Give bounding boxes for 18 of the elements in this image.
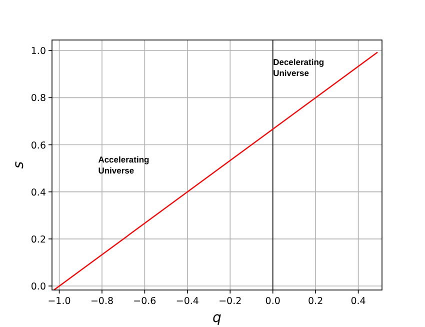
y-tick-label: 1.0 <box>30 46 46 58</box>
y-tick-label: 0.0 <box>30 282 46 292</box>
x-tick-label: −1.0 <box>48 296 71 307</box>
x-tick-label: −0.4 <box>176 296 199 307</box>
x-tick-label: −0.8 <box>90 296 114 307</box>
annotation: Accelerating Universe <box>98 154 150 176</box>
x-tick-label: 0.4 <box>350 296 366 307</box>
x-tick-label: −0.2 <box>218 296 242 307</box>
x-tick-label: −0.6 <box>133 296 156 307</box>
annotation: Decelerating Universe <box>273 57 324 78</box>
x-tick-label: 0.2 <box>308 296 324 307</box>
y-tick-label: 0.4 <box>30 187 46 198</box>
y-axis-title: s <box>11 161 27 169</box>
y-tick-label: 0.2 <box>30 234 46 246</box>
x-axis-title: q <box>212 310 222 326</box>
y-tick-label: 0.8 <box>30 93 46 104</box>
y-tick-label: 0.6 <box>30 140 46 152</box>
x-tick-label: 0.0 <box>265 296 280 307</box>
